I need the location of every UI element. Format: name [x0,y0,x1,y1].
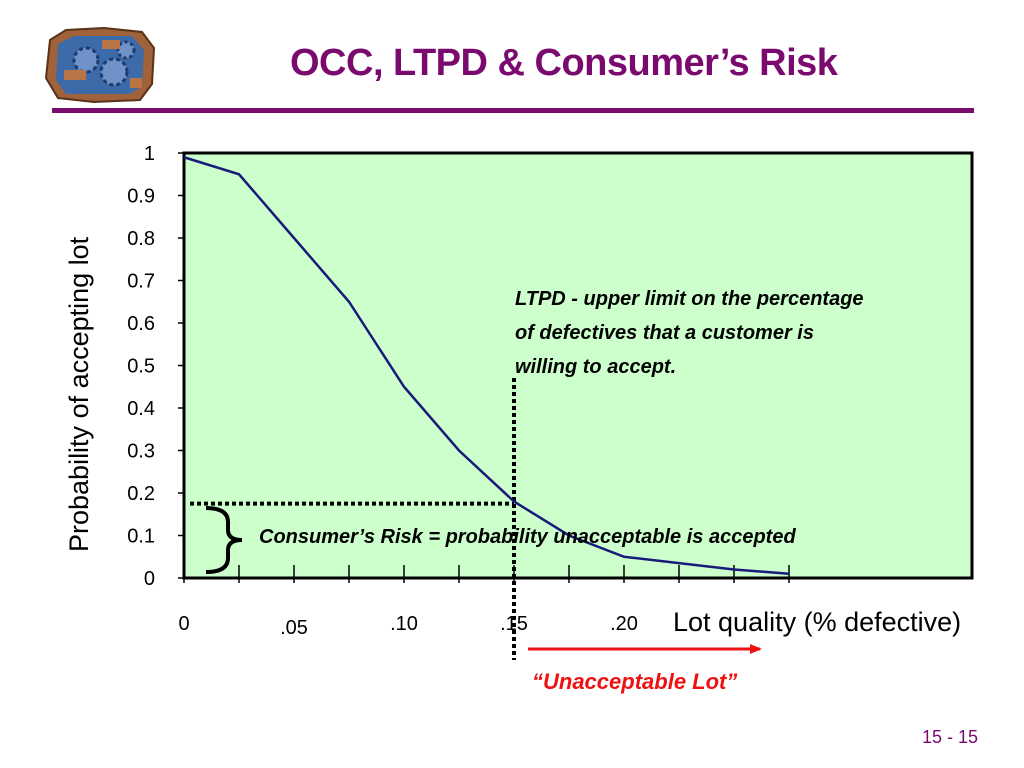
occ-curve-series [183,156,790,575]
y-axis-title: Probability of accepting lot [64,236,94,552]
y-tick-label: 0.4 [127,398,155,420]
ltpd-line-3: willing to accept. [515,356,676,378]
y-tick-label: 0.2 [127,483,155,505]
plot-area [182,151,974,580]
y-tick-label: 0.3 [127,441,155,463]
y-tick-label: 0.8 [127,228,155,250]
ltpd-line-1: LTPD - upper limit on the percentage [515,288,864,310]
y-tick-label: 0.9 [127,186,155,208]
page-number: 15 - 15 [922,727,979,747]
x-tick-label: .05 [280,617,308,639]
consumer-risk-label: Consumer’s Risk = probability unacceptab… [259,526,796,548]
ltpd-line-2: of defectives that a customer is [515,322,814,344]
title-divider [52,108,974,113]
ltpd-annotation: LTPD - upper limit on the percentage of … [515,288,864,378]
x-tick-label: .20 [610,613,638,635]
consumer-risk-brace [205,506,243,574]
y-tick-label: 0 [144,568,155,590]
y-tick-label: 0.1 [127,526,155,548]
y-tick-label: 0.7 [127,271,155,293]
y-tick-label: 0.6 [127,313,155,335]
x-axis-title: Lot quality (% defective) [673,607,961,637]
x-tick-label: .10 [390,613,418,635]
slide-title: OCC, LTPD & Consumer’s Risk [290,42,838,84]
y-tick-label: 0.5 [127,356,155,378]
x-tick-label: 0 [178,613,189,635]
gears-logo [44,26,156,104]
y-tick-label: 1 [144,143,155,165]
unacceptable-lot-label: “Unacceptable Lot” [532,669,737,694]
